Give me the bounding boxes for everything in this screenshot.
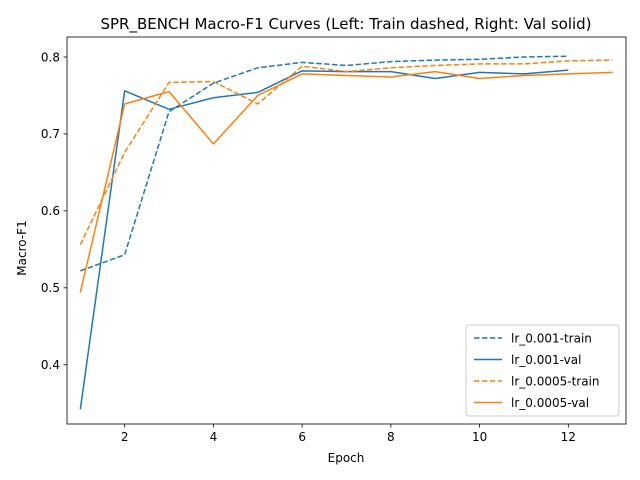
x-tick-label: 12 bbox=[561, 430, 576, 444]
x-axis-label: Epoch bbox=[328, 451, 365, 465]
y-tick-label: 0.6 bbox=[41, 204, 60, 218]
series-line-3 bbox=[79, 70, 613, 293]
x-tick-label: 10 bbox=[472, 430, 487, 444]
legend-label-2: lr_0.0005-train bbox=[511, 374, 600, 388]
plot-area bbox=[66, 36, 627, 425]
x-tick-label: 6 bbox=[298, 430, 306, 444]
legend-label-0: lr_0.001-train bbox=[511, 331, 592, 345]
x-tick-label: 2 bbox=[121, 430, 129, 444]
y-tick-label: 0.4 bbox=[41, 358, 60, 372]
series-line-2 bbox=[79, 59, 613, 246]
y-tick-label: 0.5 bbox=[41, 281, 60, 295]
chart-title: SPR_BENCH Macro-F1 Curves (Left: Train d… bbox=[100, 15, 591, 34]
y-axis-label: Macro-F1 bbox=[15, 220, 29, 275]
x-tick-label: 4 bbox=[210, 430, 218, 444]
legend-label-1: lr_0.001-val bbox=[511, 353, 581, 367]
series-line-1 bbox=[79, 69, 569, 410]
series-line-0 bbox=[80, 55, 569, 272]
x-tick-label: 8 bbox=[387, 430, 395, 444]
y-tick-label: 0.8 bbox=[41, 50, 60, 64]
axis-ticks: 2 4 6 8 10 12 0.4 0.5 0.6 0.7 0.8 bbox=[41, 50, 576, 444]
axes-frame bbox=[66, 36, 627, 425]
legend-label-3: lr_0.0005-val bbox=[511, 396, 589, 410]
y-tick-label: 0.7 bbox=[41, 127, 60, 141]
legend: lr_0.001-train lr_0.001-val lr_0.0005-trai… bbox=[465, 324, 620, 417]
legend-box bbox=[465, 324, 620, 417]
